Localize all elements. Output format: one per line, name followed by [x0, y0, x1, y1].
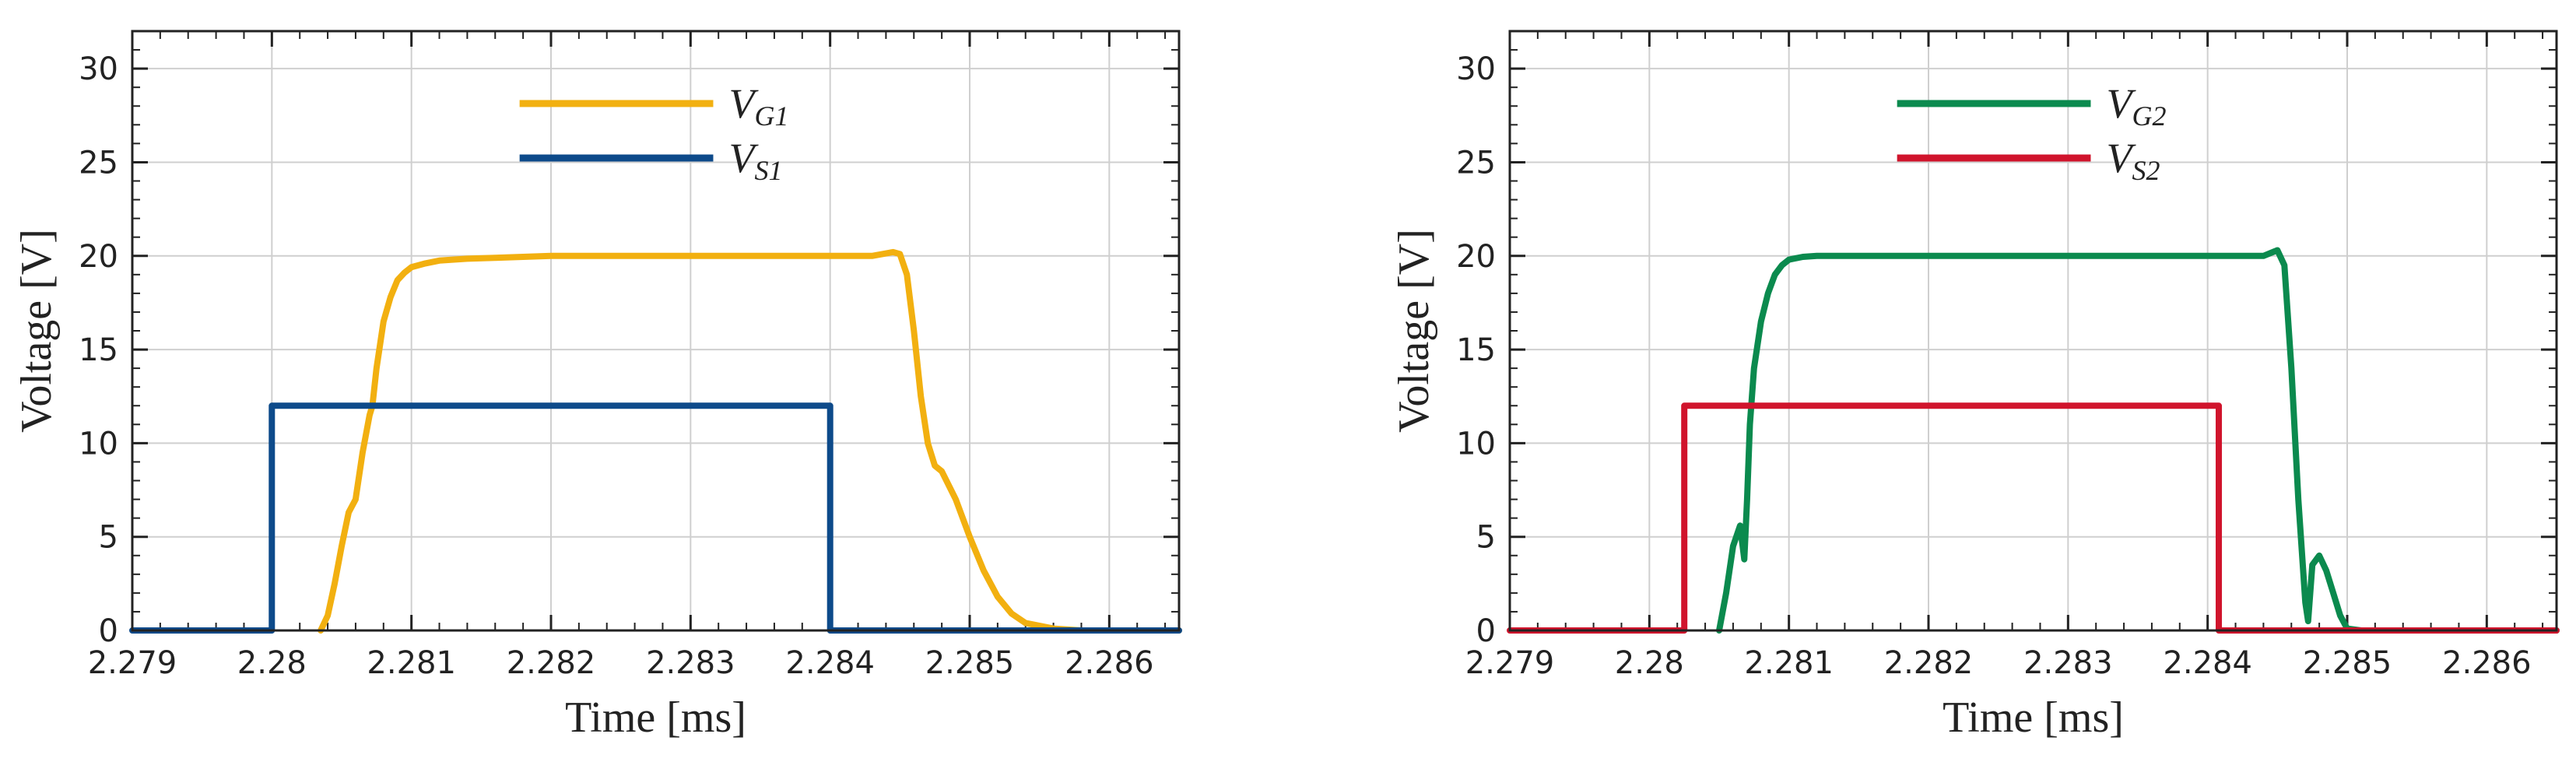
x-tick-label: 2.28 [1615, 645, 1684, 681]
x-tick-label: 2.282 [507, 645, 596, 681]
y-axis-title: Voltage [V] [12, 229, 61, 433]
y-tick-label: 0 [1476, 613, 1496, 649]
y-tick-label: 25 [79, 145, 118, 181]
y-tick-label: 20 [79, 239, 118, 275]
legend-label: VG2 [2106, 80, 2166, 132]
x-tick-label: 2.28 [237, 645, 307, 681]
series-line-vg1 [318, 248, 1182, 634]
y-tick-label: 20 [1456, 239, 1496, 275]
x-tick-label: 2.281 [1744, 645, 1834, 681]
x-tick-label: 2.284 [785, 645, 875, 681]
x-tick-label: 2.281 [367, 645, 456, 681]
y-tick-label: 10 [79, 426, 118, 462]
y-tick-label: 30 [1456, 51, 1496, 87]
x-tick-label: 2.282 [1884, 645, 1974, 681]
y-tick-label: 10 [1456, 426, 1496, 462]
series-line-vs1 [129, 402, 1182, 634]
x-tick-label: 2.283 [2023, 645, 2113, 681]
right-chart-panel: 2.279 2.28 2.281 2.282 2.283 2.284 2.285 2.286 0… [1390, 30, 2560, 742]
y-tick-label: 30 [79, 51, 118, 87]
x-tick-label: 2.285 [2303, 645, 2392, 681]
x-tick-label: 2.283 [646, 645, 735, 681]
x-axis-title: Time [ms] [1943, 694, 2124, 742]
series-line-vs2 [1507, 402, 2560, 634]
x-tick-label: 2.286 [1065, 645, 1154, 681]
x-tick-label: 2.279 [1465, 645, 1555, 681]
legend-label: VS2 [2106, 135, 2160, 186]
plot-frame [131, 30, 1181, 632]
x-axis-title: Time [ms] [565, 694, 746, 742]
left-chart-panel: 2.279 2.28 2.281 2.282 2.283 2.284 2.285 2.286 0… [12, 30, 1182, 742]
x-tick-label: 2.279 [88, 645, 177, 681]
y-tick-label: 0 [99, 613, 118, 649]
y-tick-label: 15 [79, 332, 118, 368]
y-axis-title: Voltage [V] [1390, 229, 1438, 433]
y-tick-label: 5 [1476, 520, 1496, 556]
legend-label: VG1 [728, 80, 788, 132]
series-line-vg2 [1716, 247, 2560, 634]
x-tick-label: 2.285 [925, 645, 1015, 681]
x-tick-label: 2.284 [2163, 645, 2252, 681]
legend-label: VS1 [728, 135, 782, 186]
y-tick-label: 5 [99, 520, 118, 556]
plot-frame [1508, 30, 2558, 632]
x-tick-label: 2.286 [2442, 645, 2532, 681]
y-tick-label: 25 [1456, 145, 1496, 181]
y-tick-label: 15 [1456, 332, 1496, 368]
